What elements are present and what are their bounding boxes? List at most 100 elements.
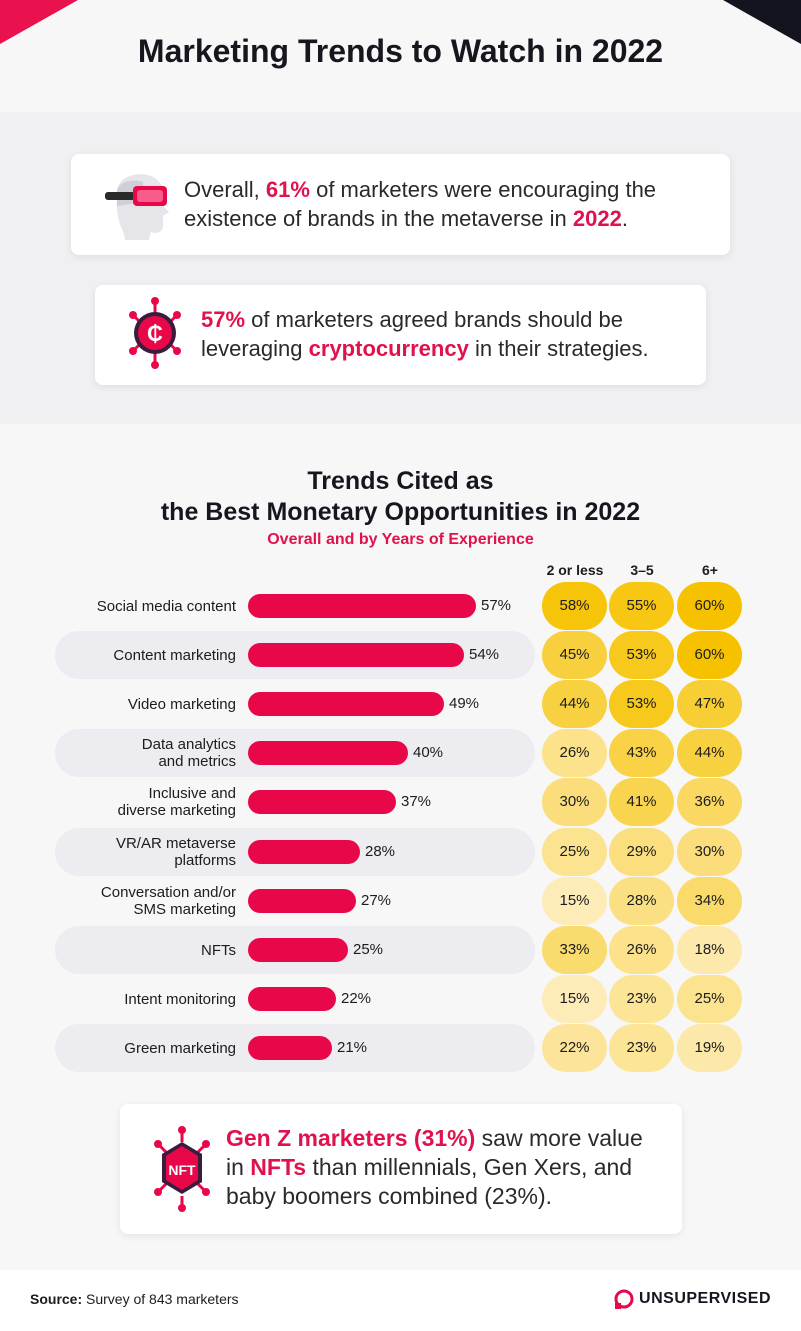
stat-text-metaverse: Overall, 61% of marketers were encouragi… — [184, 175, 724, 233]
overall-bar-label: 25% — [353, 941, 384, 958]
overall-bar — [248, 987, 336, 1011]
chart-subtitle: Overall and by Years of Experience — [267, 531, 534, 548]
column-header: 2 or less — [546, 562, 604, 578]
category-label: Conversation and/or SMS marketing — [100, 884, 236, 918]
category-label: Green marketing — [124, 1039, 236, 1057]
svg-text:₵: ₵ — [147, 321, 163, 346]
chart-title: Trends Cited as the Best Monetary Opport… — [0, 466, 801, 528]
experience-value-cell: 30% — [677, 828, 742, 876]
experience-value-cell: 44% — [542, 680, 607, 728]
column-header: 6+ — [702, 562, 718, 578]
experience-value-cell: 23% — [609, 1024, 674, 1072]
experience-value-cell: 30% — [542, 778, 607, 826]
source-note: Source: Survey of 843 marketers — [30, 1291, 239, 1307]
source-text: Survey of 843 marketers — [82, 1291, 239, 1307]
category-label: Social media content — [96, 597, 236, 615]
chart-title-line-2: the Best Monetary Opportunities in 2022 — [160, 498, 641, 526]
category-label: Video marketing — [127, 695, 236, 713]
experience-value-cell: 25% — [677, 975, 742, 1023]
experience-value-cell: 53% — [609, 631, 674, 679]
nft-icon: NFT — [154, 1126, 210, 1212]
callout-part: than millennials, Gen Xers, and baby boo… — [226, 1154, 633, 1209]
experience-value-cell: 22% — [542, 1024, 607, 1072]
overall-bar — [248, 889, 356, 913]
category-label: Intent monitoring — [124, 990, 236, 1008]
brand-mark-icon — [614, 1289, 634, 1309]
category-label: Data analytics and metrics — [141, 736, 236, 770]
brand-name: UNSUPERVISED — [639, 1290, 771, 1307]
stat-card-metaverse: Overall, 61% of marketers were encouragi… — [71, 154, 730, 255]
header — [0, 0, 801, 112]
callout-part: Gen Z marketers (31%) — [226, 1125, 476, 1151]
chart-title-line-1: Trends Cited as — [307, 467, 494, 495]
experience-value-cell: 47% — [677, 680, 742, 728]
overall-bar — [248, 840, 360, 864]
category-label: Inclusive and diverse marketing — [117, 785, 236, 819]
stat-crypto-part: 57% — [201, 307, 246, 332]
nft-callout-card: NFT Gen Z marketers (31%) saw more value… — [120, 1104, 682, 1234]
overall-bar — [248, 938, 348, 962]
experience-value-cell: 29% — [609, 828, 674, 876]
experience-value-cell: 45% — [542, 631, 607, 679]
corner-decoration-right — [723, 0, 801, 44]
overall-bar-label: 21% — [337, 1039, 368, 1056]
footer — [0, 1270, 801, 1331]
stat-metaverse-part: . — [621, 206, 628, 231]
experience-value-cell: 26% — [609, 926, 674, 974]
crypto-coin-icon: ₵ — [129, 297, 181, 369]
experience-value-cell: 41% — [609, 778, 674, 826]
experience-value-cell: 44% — [677, 729, 742, 777]
stat-crypto-part: cryptocurrency — [308, 336, 469, 361]
overall-bar-label: 22% — [341, 990, 372, 1007]
category-label: Content marketing — [113, 646, 236, 664]
experience-value-cell: 33% — [542, 926, 607, 974]
overall-bar — [248, 790, 396, 814]
stat-text-crypto: 57% of marketers agreed brands should be… — [201, 305, 701, 363]
experience-value-cell: 15% — [542, 975, 607, 1023]
brand-logo: UNSUPERVISED — [613, 1288, 771, 1310]
stat-crypto-part: of marketers agreed brands should be lev… — [201, 307, 623, 361]
overall-bar-label: 28% — [365, 843, 396, 860]
stat-metaverse-part: of marketers were encouraging the existe… — [184, 177, 657, 231]
overall-bar-label: 40% — [413, 744, 444, 761]
column-header: 3–5 — [630, 562, 654, 578]
experience-value-cell: 55% — [609, 582, 674, 630]
overall-bar-label: 57% — [481, 597, 512, 614]
stat-card-crypto: ₵ 57% of marketers agreed brands should … — [95, 285, 706, 385]
overall-bar-label: 37% — [401, 793, 432, 810]
experience-value-cell: 60% — [677, 631, 742, 679]
experience-value-cell: 26% — [542, 729, 607, 777]
overall-bar — [248, 643, 464, 667]
category-label: VR/AR metaverse platforms — [115, 835, 236, 869]
experience-value-cell: 23% — [609, 975, 674, 1023]
experience-value-cell: 36% — [677, 778, 742, 826]
source-label: Source: — [30, 1291, 83, 1307]
corner-decoration-left — [0, 0, 78, 44]
callout-text: Gen Z marketers (31%) saw more value in … — [226, 1124, 666, 1211]
experience-value-cell: 19% — [677, 1024, 742, 1072]
stat-metaverse-part: Overall, — [184, 177, 266, 202]
experience-value-cell: 18% — [677, 926, 742, 974]
experience-value-cell: 15% — [542, 877, 607, 925]
svg-text:NFT: NFT — [168, 1162, 196, 1178]
callout-part: NFTs — [250, 1154, 307, 1180]
category-label: NFTs — [201, 941, 236, 959]
experience-value-cell: 28% — [609, 877, 674, 925]
overall-bar — [248, 594, 476, 618]
overall-bar — [248, 741, 408, 765]
experience-value-cell: 53% — [609, 680, 674, 728]
page-title: Marketing Trends to Watch in 2022 — [137, 33, 664, 69]
experience-value-cell: 25% — [542, 828, 607, 876]
stat-metaverse-part: 61% — [265, 177, 310, 202]
overall-bar — [248, 1036, 332, 1060]
experience-value-cell: 43% — [609, 729, 674, 777]
vr-headset-icon — [105, 174, 169, 240]
overall-bar-label: 49% — [449, 695, 480, 712]
experience-value-cell: 60% — [677, 582, 742, 630]
experience-value-cell: 34% — [677, 877, 742, 925]
overall-bar — [248, 692, 444, 716]
overall-bar-label: 54% — [469, 646, 500, 663]
experience-value-cell: 58% — [542, 582, 607, 630]
callout-part: saw more value in — [226, 1125, 643, 1180]
stat-metaverse-part: 2022 — [572, 206, 622, 231]
